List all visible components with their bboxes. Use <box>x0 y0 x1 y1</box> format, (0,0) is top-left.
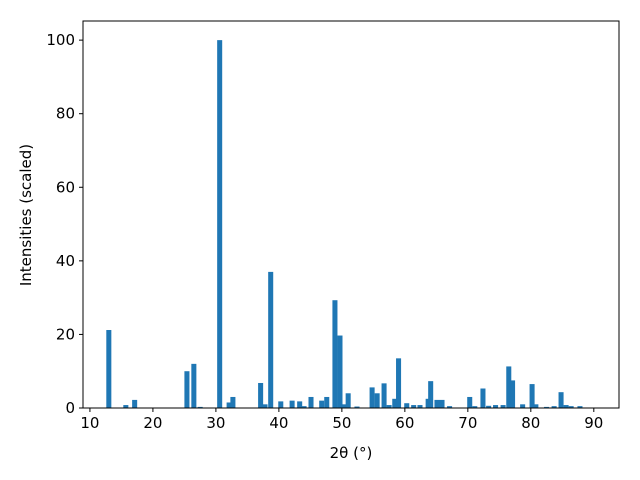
x-tick-label: 60 <box>395 414 414 432</box>
bar <box>319 400 325 408</box>
x-tick-label: 30 <box>206 414 225 432</box>
bar <box>558 392 564 408</box>
bar <box>386 405 392 408</box>
bar <box>324 396 330 408</box>
bar <box>262 404 268 408</box>
x-tick-label: 90 <box>584 414 603 432</box>
bar <box>374 393 380 408</box>
x-tick-label: 10 <box>80 414 99 432</box>
bar <box>500 405 506 408</box>
bar <box>345 393 351 408</box>
y-tick-label: 0 <box>65 399 75 417</box>
y-tick-label: 100 <box>46 31 75 49</box>
y-tick-label: 60 <box>56 178 75 196</box>
x-tick-label: 50 <box>332 414 351 432</box>
bar <box>544 406 550 408</box>
bar <box>493 405 499 408</box>
bar <box>447 406 453 408</box>
bar <box>428 381 434 408</box>
bar <box>577 406 583 408</box>
bar <box>184 371 190 408</box>
bar <box>268 271 274 408</box>
bar <box>506 366 512 408</box>
bar <box>568 406 574 408</box>
bar <box>486 405 492 408</box>
bar <box>396 358 402 408</box>
bar <box>354 406 360 408</box>
bar <box>289 400 295 408</box>
bar <box>332 300 338 408</box>
bar <box>308 396 314 408</box>
bar <box>467 396 473 408</box>
x-tick-label: 40 <box>269 414 288 432</box>
bar <box>417 405 423 408</box>
y-tick-label: 40 <box>56 252 75 270</box>
bar <box>226 402 232 408</box>
x-tick-label: 70 <box>458 414 477 432</box>
bar <box>217 40 223 409</box>
bar <box>434 399 440 408</box>
bar <box>520 404 526 408</box>
bar <box>258 382 264 408</box>
bar <box>480 388 486 408</box>
bar <box>123 405 129 408</box>
bar <box>132 399 138 408</box>
bar <box>301 406 307 408</box>
x-tick-label: 20 <box>143 414 162 432</box>
bar <box>197 406 203 408</box>
y-tick-label: 20 <box>56 325 75 343</box>
bar <box>472 406 478 408</box>
bar <box>278 401 284 408</box>
bar <box>404 403 410 408</box>
bar <box>381 383 387 408</box>
plot-frame <box>82 20 620 409</box>
x-tick-label: 80 <box>521 414 540 432</box>
bar <box>297 401 303 408</box>
bar <box>337 335 343 408</box>
bar <box>563 405 569 408</box>
bar <box>230 396 236 408</box>
bar <box>551 406 557 408</box>
x-axis-label: 2θ (°) <box>330 444 373 462</box>
y-axis-label: Intensities (scaled) <box>17 144 35 286</box>
bar <box>529 384 535 408</box>
bar <box>341 404 347 408</box>
bar <box>439 399 445 408</box>
bar <box>191 363 197 408</box>
bar <box>369 387 375 408</box>
bar <box>510 380 516 408</box>
bar <box>533 404 539 408</box>
bar <box>106 330 112 408</box>
bar <box>411 405 417 408</box>
y-tick-label: 80 <box>56 105 75 123</box>
bar <box>392 398 398 408</box>
